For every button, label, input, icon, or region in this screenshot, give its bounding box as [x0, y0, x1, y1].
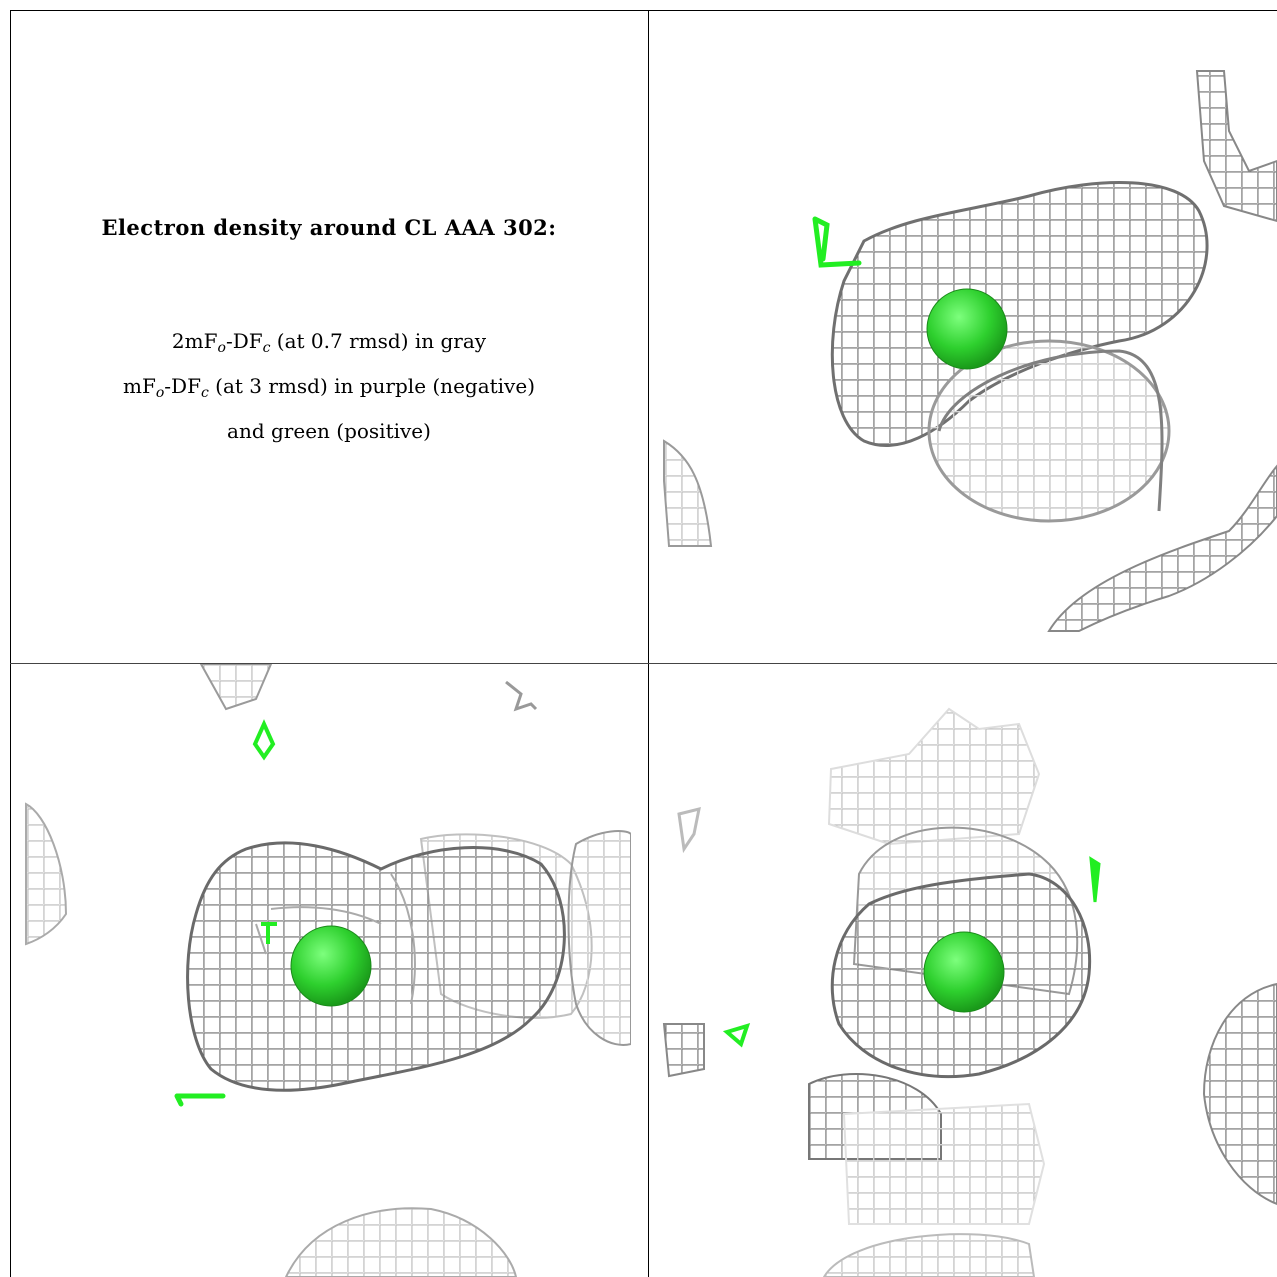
- border-left: [10, 10, 11, 1277]
- legend-line-fofc: mFo-DFc (at 3 rmsd) in purple (negative): [123, 374, 535, 401]
- mesh-fragment: [662, 1023, 705, 1078]
- divider-horizontal: [10, 663, 1277, 664]
- mesh-fragment: [1202, 982, 1277, 1206]
- positive-density-peak: [722, 1022, 751, 1048]
- positive-density-peak: [174, 1093, 226, 1107]
- density-mesh-lobe: [927, 339, 1171, 523]
- mesh-fragment: [284, 1207, 518, 1277]
- positive-density-peak: [812, 216, 862, 268]
- positive-density-peak: [261, 922, 277, 944]
- mesh-fragment: [677, 806, 701, 854]
- positive-density-peak: [252, 719, 276, 761]
- legend-text: 2mFo-DFc (at 0.7 rmsd) in gray mFo-DFc (…: [10, 322, 648, 450]
- density-mesh-main: [830, 180, 1209, 447]
- mesh-fragment: [663, 439, 713, 547]
- density-view-1: [649, 11, 1277, 663]
- density-view-3: [649, 664, 1277, 1277]
- caption-panel: Electron density around CL AAA 302: 2mFo…: [10, 10, 648, 662]
- mesh-fragment: [567, 830, 631, 1046]
- mesh-fragment: [1195, 70, 1277, 223]
- chloride-ion: [290, 925, 372, 1007]
- mesh-fragment-back: [842, 1102, 1046, 1225]
- chloride-ion: [926, 288, 1008, 370]
- mesh-fragment: [822, 1233, 1036, 1277]
- density-view-2: [11, 664, 631, 1277]
- density-mesh-main: [186, 841, 566, 1092]
- legend-line-green: and green (positive): [227, 419, 431, 443]
- border-top: [10, 10, 1277, 11]
- mesh-fragment-back: [827, 707, 1041, 846]
- figure-title: Electron density around CL AAA 302:: [101, 215, 557, 240]
- chloride-ion: [923, 931, 1005, 1013]
- divider-vertical: [648, 10, 649, 1277]
- legend-line-2fofc: 2mFo-DFc (at 0.7 rmsd) in gray: [171, 329, 487, 356]
- mesh-fragment: [25, 802, 68, 946]
- mesh-fragment: [505, 680, 538, 712]
- positive-density-peak: [1089, 856, 1101, 903]
- mesh-fragment: [199, 664, 273, 711]
